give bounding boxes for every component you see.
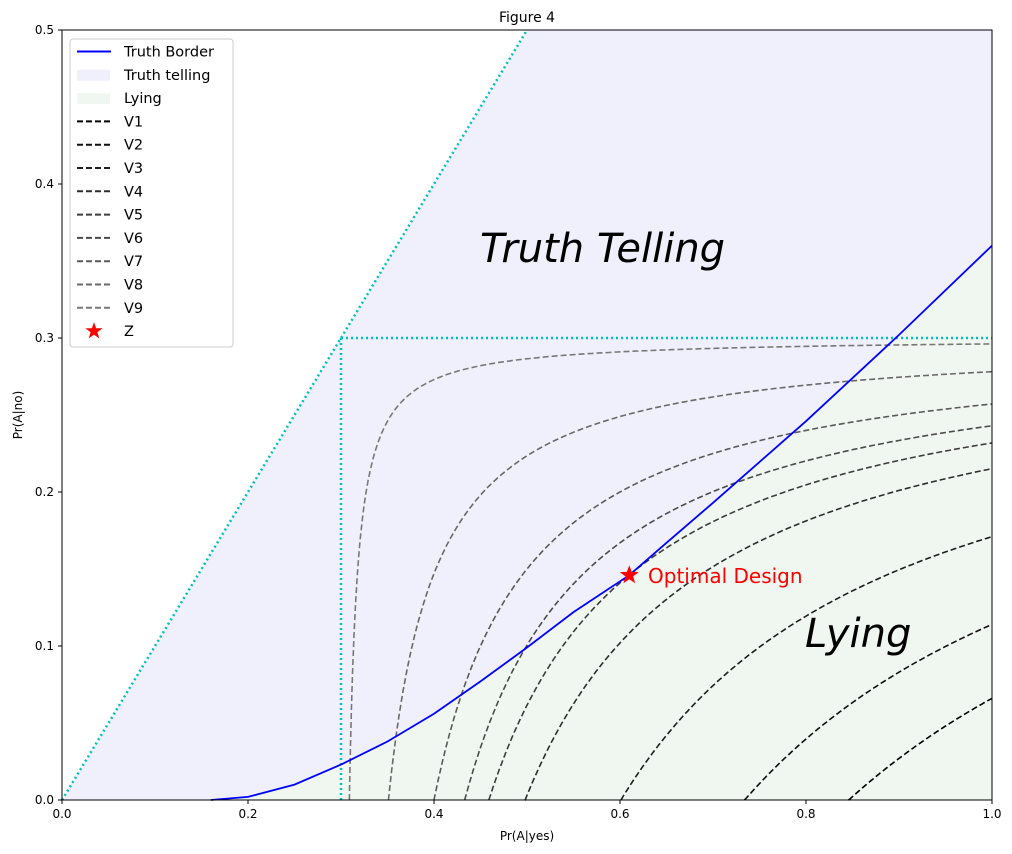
series-v1 (847, 697, 993, 801)
legend-label: Lying (124, 91, 162, 107)
x-tick-label: 0.0 (52, 807, 71, 821)
truth-border-line (210, 244, 993, 801)
legend-label: V6 (124, 231, 143, 247)
legend-swatch-star (85, 322, 103, 339)
legend: Truth Border Truth telling Lying V1 V2 V3 V4 V5… (69, 38, 234, 348)
y-tick-label: 0.5 (35, 23, 54, 37)
axes-frame (61, 29, 993, 801)
series-v8 (387, 370, 993, 801)
series-v3 (620, 535, 993, 801)
legend-label: V9 (124, 301, 143, 317)
legend-label: V7 (124, 254, 143, 270)
legend-box (69, 38, 234, 348)
optimal-design-label: Optimal Design (648, 564, 803, 588)
annotation-lying: Lying (805, 611, 911, 657)
legend-label: V3 (124, 161, 143, 177)
legend-swatch (77, 69, 110, 81)
legend-label: Truth Border (123, 45, 214, 61)
x-tick-label: 1.0 (982, 807, 1001, 821)
y-tick-label: 0.4 (35, 177, 54, 191)
x-tick-label: 0.8 (796, 807, 815, 821)
legend-label: Truth telling (123, 68, 210, 84)
series-v9 (348, 343, 993, 800)
x-axis-label: Pr(A|yes) (500, 829, 554, 843)
x-tick-label: 0.6 (610, 807, 629, 821)
y-axis-label: Pr(A|no) (11, 391, 25, 440)
x-tick-label: 0.2 (238, 807, 257, 821)
region-lying (210, 245, 993, 801)
legend-label: V8 (124, 278, 143, 294)
y-tick-label: 0.1 (35, 639, 54, 653)
point-z (619, 565, 639, 584)
legend-label: Z (124, 324, 134, 340)
series-v7 (433, 403, 993, 801)
legend-label: V5 (124, 208, 143, 224)
y-tick-label: 0.3 (35, 331, 54, 345)
legend-label: V1 (124, 114, 143, 130)
legend-swatch (77, 93, 110, 105)
series-v2 (743, 623, 993, 801)
legend-label: V2 (124, 138, 143, 154)
chart-title: Figure 4 (499, 10, 555, 26)
x-tick-label: 0.4 (424, 807, 443, 821)
series-v4 (524, 467, 993, 801)
legend-label: V4 (124, 184, 143, 200)
annotation-truth-telling: Truth Telling (480, 226, 725, 272)
y-tick-label: 0.2 (35, 485, 54, 499)
y-tick-label: 0.0 (35, 793, 54, 807)
